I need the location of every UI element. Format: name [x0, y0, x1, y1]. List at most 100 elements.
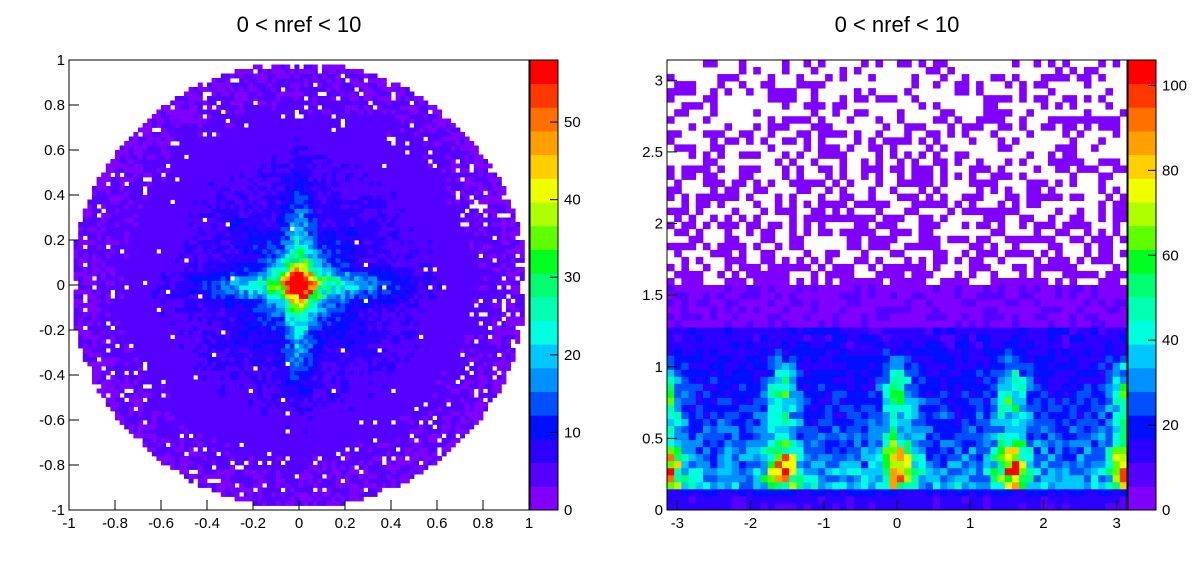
left-heatmap-cell	[464, 294, 470, 299]
left-heatmap-cell	[220, 253, 226, 259]
left-heatmap-cell	[483, 406, 488, 412]
left-heatmap-cell	[372, 411, 378, 416]
left-heatmap-cell	[280, 289, 286, 295]
left-heatmap-cell	[101, 393, 107, 398]
left-heatmap-cell	[161, 343, 166, 349]
left-heatmap-cell	[496, 240, 502, 245]
left-heatmap-cell	[193, 379, 199, 385]
left-heatmap-cell	[184, 316, 189, 322]
left-heatmap-cell	[427, 267, 433, 272]
left-heatmap-cell	[156, 226, 162, 232]
left-heatmap-cell	[473, 361, 479, 367]
left-heatmap-cell	[340, 384, 346, 389]
left-heatmap-cell	[174, 280, 180, 286]
left-heatmap-cell	[400, 262, 406, 268]
left-heatmap-cell	[115, 375, 120, 380]
left-heatmap-cell	[161, 406, 166, 412]
left-heatmap-cell	[487, 249, 493, 254]
left-heatmap-cell	[349, 307, 355, 313]
left-heatmap-cell	[202, 379, 208, 385]
left-heatmap-cell	[335, 361, 341, 367]
left-heatmap-cell	[285, 321, 291, 326]
left-heatmap-cell	[248, 289, 254, 295]
left-heatmap-cell	[469, 366, 475, 371]
left-heatmap-cell	[386, 267, 392, 272]
left-heatmap-cell	[345, 442, 350, 448]
left-heatmap-cell	[414, 357, 419, 362]
left-heatmap-cell	[363, 280, 369, 286]
left-heatmap-cell	[266, 370, 272, 376]
left-heatmap-cell	[427, 330, 433, 335]
left-heatmap-cell	[280, 424, 286, 430]
left-heatmap-cell	[115, 231, 120, 236]
left-heatmap-cell	[262, 492, 268, 497]
left-heatmap-cell	[276, 501, 281, 506]
left-heatmap-cell	[133, 244, 139, 250]
left-heatmap-cell	[133, 276, 139, 281]
left-heatmap-cell	[179, 285, 185, 290]
left-heatmap-cell	[289, 411, 295, 416]
left-heatmap-cell	[262, 298, 268, 304]
left-heatmap-cell	[326, 393, 332, 398]
left-heatmap-cell	[280, 222, 286, 227]
left-heatmap-cell	[253, 271, 258, 277]
left-heatmap-cell	[312, 289, 318, 295]
left-heatmap-cell	[197, 276, 203, 281]
left-heatmap-cell	[432, 262, 438, 268]
left-heatmap-cell	[446, 429, 452, 434]
left-heatmap-cell	[345, 325, 350, 331]
left-heatmap-cell	[101, 258, 107, 263]
left-heatmap-cell	[110, 267, 116, 272]
left-heatmap-cell	[418, 258, 424, 263]
left-heatmap-cell	[372, 271, 378, 277]
left-heatmap-cell	[386, 397, 392, 403]
left-heatmap-cell	[363, 343, 369, 349]
left-heatmap-cell	[372, 307, 378, 313]
left-heatmap-cell	[363, 465, 369, 470]
left-heatmap-cell	[170, 312, 176, 317]
left-heatmap-cell	[188, 366, 194, 371]
left-heatmap-cell	[161, 352, 166, 358]
left-heatmap-cell	[253, 253, 258, 259]
left-heatmap-cell	[506, 226, 511, 232]
left-heatmap-cell	[312, 379, 318, 385]
left-heatmap-cell	[197, 361, 203, 367]
left-heatmap-cell	[165, 429, 171, 434]
left-heatmap-cell	[331, 379, 337, 385]
left-heatmap-cell	[427, 411, 433, 416]
left-heatmap-cell	[280, 492, 286, 497]
left-heatmap-cell	[170, 375, 176, 380]
left-heatmap-cell	[128, 339, 134, 344]
left-heatmap-cell	[340, 496, 346, 502]
left-heatmap-cell	[285, 294, 291, 299]
left-heatmap-cell	[133, 289, 139, 295]
left-heatmap-cell	[363, 307, 369, 313]
left-heatmap-cell	[335, 285, 341, 290]
left-heatmap-cell	[340, 222, 346, 227]
left-heatmap-cell	[78, 294, 84, 299]
left-heatmap-cell	[239, 474, 245, 479]
left-heatmap-cell	[377, 298, 383, 304]
left-heatmap-cell	[220, 339, 226, 344]
left-heatmap-cell	[487, 267, 493, 272]
left-heatmap-cell	[354, 244, 360, 250]
left-heatmap-cell	[257, 271, 263, 277]
left-heatmap-cell	[156, 429, 162, 434]
left-heatmap-cell	[188, 307, 194, 313]
left-heatmap-cell	[349, 456, 355, 461]
left-heatmap-cell	[216, 442, 222, 448]
left-heatmap-cell	[354, 483, 360, 488]
left-heatmap-cell	[128, 370, 134, 376]
left-heatmap-cell	[400, 280, 406, 286]
left-heatmap-cell	[368, 339, 373, 344]
left-heatmap-cell	[156, 348, 162, 353]
left-heatmap-cell	[239, 271, 245, 277]
left-heatmap-cell	[427, 294, 433, 299]
left-heatmap-cell	[377, 366, 383, 371]
left-heatmap-cell	[377, 429, 383, 434]
left-heatmap-cell	[266, 280, 272, 286]
left-heatmap-cell	[271, 343, 277, 349]
left-heatmap-cell	[423, 343, 429, 349]
left-heatmap-cell	[225, 334, 231, 340]
left-heatmap-cell	[335, 469, 341, 475]
